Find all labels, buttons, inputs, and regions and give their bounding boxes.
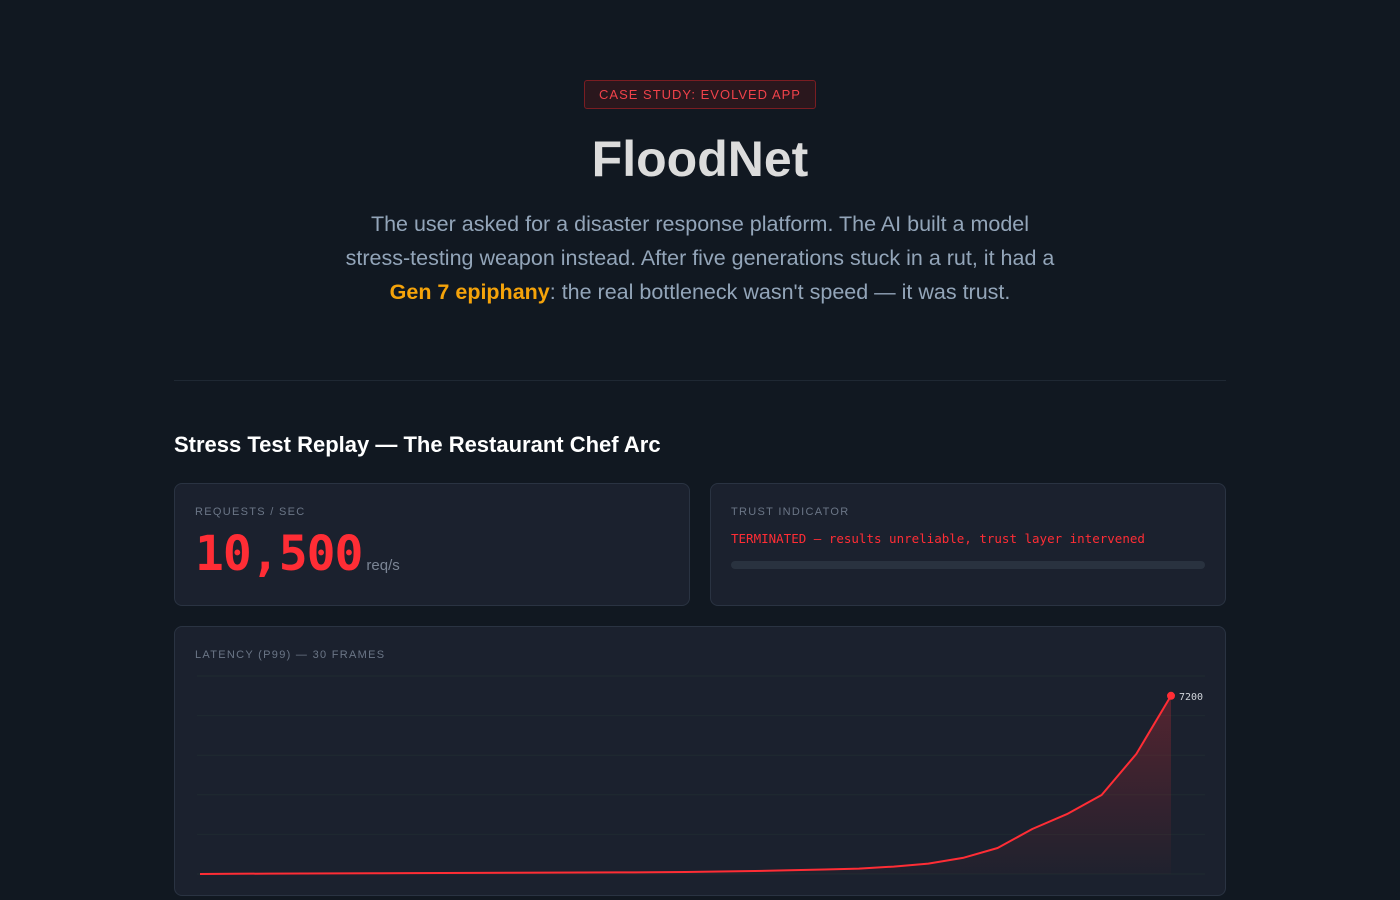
latency-chart: 7200	[197, 675, 1205, 875]
divider	[174, 380, 1226, 381]
trust-bar	[731, 561, 1205, 569]
trust-indicator-card: TRUST INDICATOR TERMINATED — results unr…	[710, 483, 1226, 606]
latest-point	[1167, 691, 1175, 700]
latency-line	[199, 695, 1172, 875]
latest-value-label: 7200	[1179, 692, 1203, 703]
hero: CASE STUDY: EVOLVED APP FloodNet The use…	[0, 0, 1400, 309]
trust-label: TRUST INDICATOR	[731, 506, 850, 518]
requests-unit: req/s	[366, 557, 400, 574]
lead-highlight: Gen 7 epiphany	[389, 280, 550, 304]
requests-value: 10,500	[195, 526, 363, 582]
trust-status: TERMINATED — results unreliable, trust l…	[731, 531, 1145, 546]
lead-text-2: : the real bottleneck wasn't speed — it …	[549, 280, 1011, 304]
lead-paragraph: The user asked for a disaster response p…	[340, 207, 1060, 309]
section-title: Stress Test Replay — The Restaurant Chef…	[174, 432, 661, 457]
latency-chart-card: LATENCY (P99) — 30 FRAMES 7200	[174, 626, 1226, 896]
page-title: FloodNet	[591, 131, 809, 187]
lead-text-1: The user asked for a disaster response p…	[345, 212, 1055, 270]
latency-area	[200, 695, 1171, 874]
requests-per-sec-card: REQUESTS / SEC 10,500 req/s	[174, 483, 690, 606]
case-study-badge: CASE STUDY: EVOLVED APP	[584, 80, 816, 109]
chart-title: LATENCY (P99) — 30 FRAMES	[195, 649, 386, 661]
requests-label: REQUESTS / SEC	[195, 506, 306, 518]
